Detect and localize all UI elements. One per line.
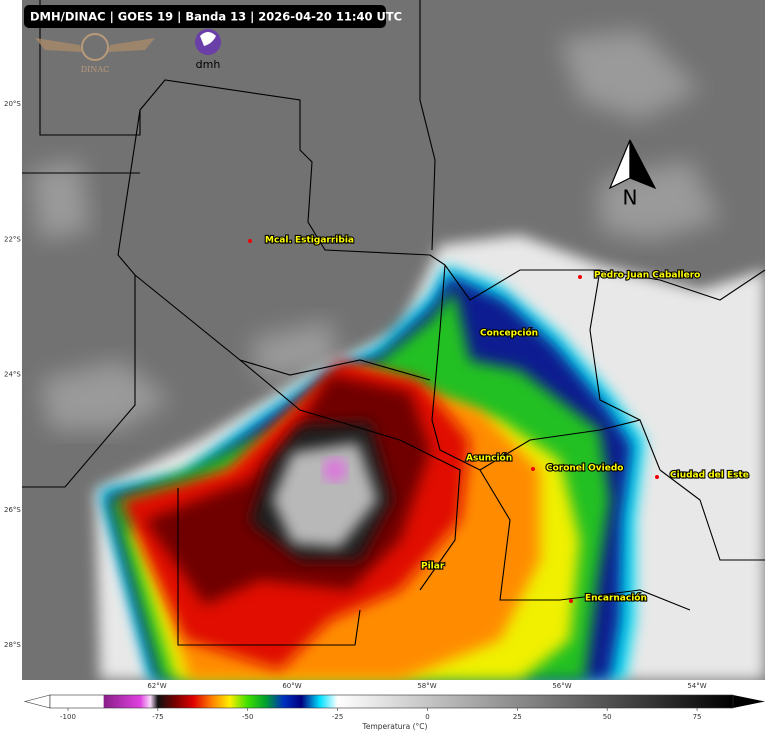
lon-label: 54°W [687,682,706,690]
graticule-labels: 20°S 22°S 24°S 26°S 28°S 62°W 60°W 58°W 56°W 54°W [4,100,707,690]
arrow-right [629,139,657,190]
cloud [30,160,90,240]
imagery [22,0,765,680]
lon-label: 56°W [552,682,571,690]
lat-label: 24°S [4,371,21,379]
colorbar-tick-label: -50 [242,713,253,721]
city-label: Concepción [480,328,538,339]
colorbar: -100 -75 -50 -25 0 25 50 75 [23,694,765,721]
borders [22,0,766,646]
colorbar-tick-label: 75 [693,713,702,721]
lat-label: 20°S [4,100,21,108]
logo-cloud [200,32,216,46]
colorbar-gradient [49,694,734,709]
cloud [250,320,340,380]
logo-text: dmh [196,58,221,71]
border [22,109,141,488]
colorbar-tick-label: 50 [603,713,612,721]
colorbar-min-extension [23,694,51,709]
logo-emblem [81,33,109,61]
city-label: Encarnación [585,593,647,604]
city-label: Mcal. Estigarribia [265,236,354,246]
lat-label: 28°S [4,641,21,649]
border [177,488,361,646]
city-label: Coronel Oviedo [546,464,623,474]
border [479,469,691,611]
dinac-logo: DINAC [35,33,155,74]
title-box [24,5,386,28]
colorbar-tick-label: 0 [425,713,429,721]
logo-text: DINAC [81,65,109,74]
overshoot [323,458,347,482]
north-label: N [623,186,638,210]
border [239,359,461,591]
lat-label: 22°S [4,235,21,243]
city-dot [578,275,582,279]
cloud-top [272,442,378,548]
city-dot [531,467,535,471]
city-label: Ciudad del Este [670,471,749,481]
colorbar-tick-label: 25 [513,713,522,721]
city-label: Pilar [421,562,445,572]
lon-label: 60°W [282,682,301,690]
city-dot [569,599,573,603]
border [39,0,446,266]
border [659,469,765,561]
colorbar-max-extension [733,695,765,708]
title: DMH/DINAC | GOES 19 | Banda 13 | 2026-04… [30,10,402,24]
colorbar-label: Temperatura (°C) [362,722,428,731]
cloud [40,360,170,430]
lon-label: 62°W [147,682,166,690]
border [589,269,641,421]
logo-wings [35,38,155,52]
dmh-logo: dmh [195,29,221,71]
cloud [600,160,720,240]
lat-label: 26°S [4,506,21,514]
colorbar-tick-label: -100 [60,713,76,721]
border [134,274,431,381]
north-arrow: N [608,139,657,210]
border [419,0,436,251]
city-label: Pedro Juan Caballero [594,271,700,281]
cloud [560,30,700,120]
colorbar-tick-label: -75 [152,713,163,721]
city-dot [655,475,659,479]
city-dot [248,239,252,243]
colorbar-tick-label: -25 [332,713,343,721]
cities: Mcal. Estigarribia Pedro Juan Caballero … [248,234,750,605]
city-label: Asunción [466,453,512,464]
lon-label: 58°W [417,682,436,690]
